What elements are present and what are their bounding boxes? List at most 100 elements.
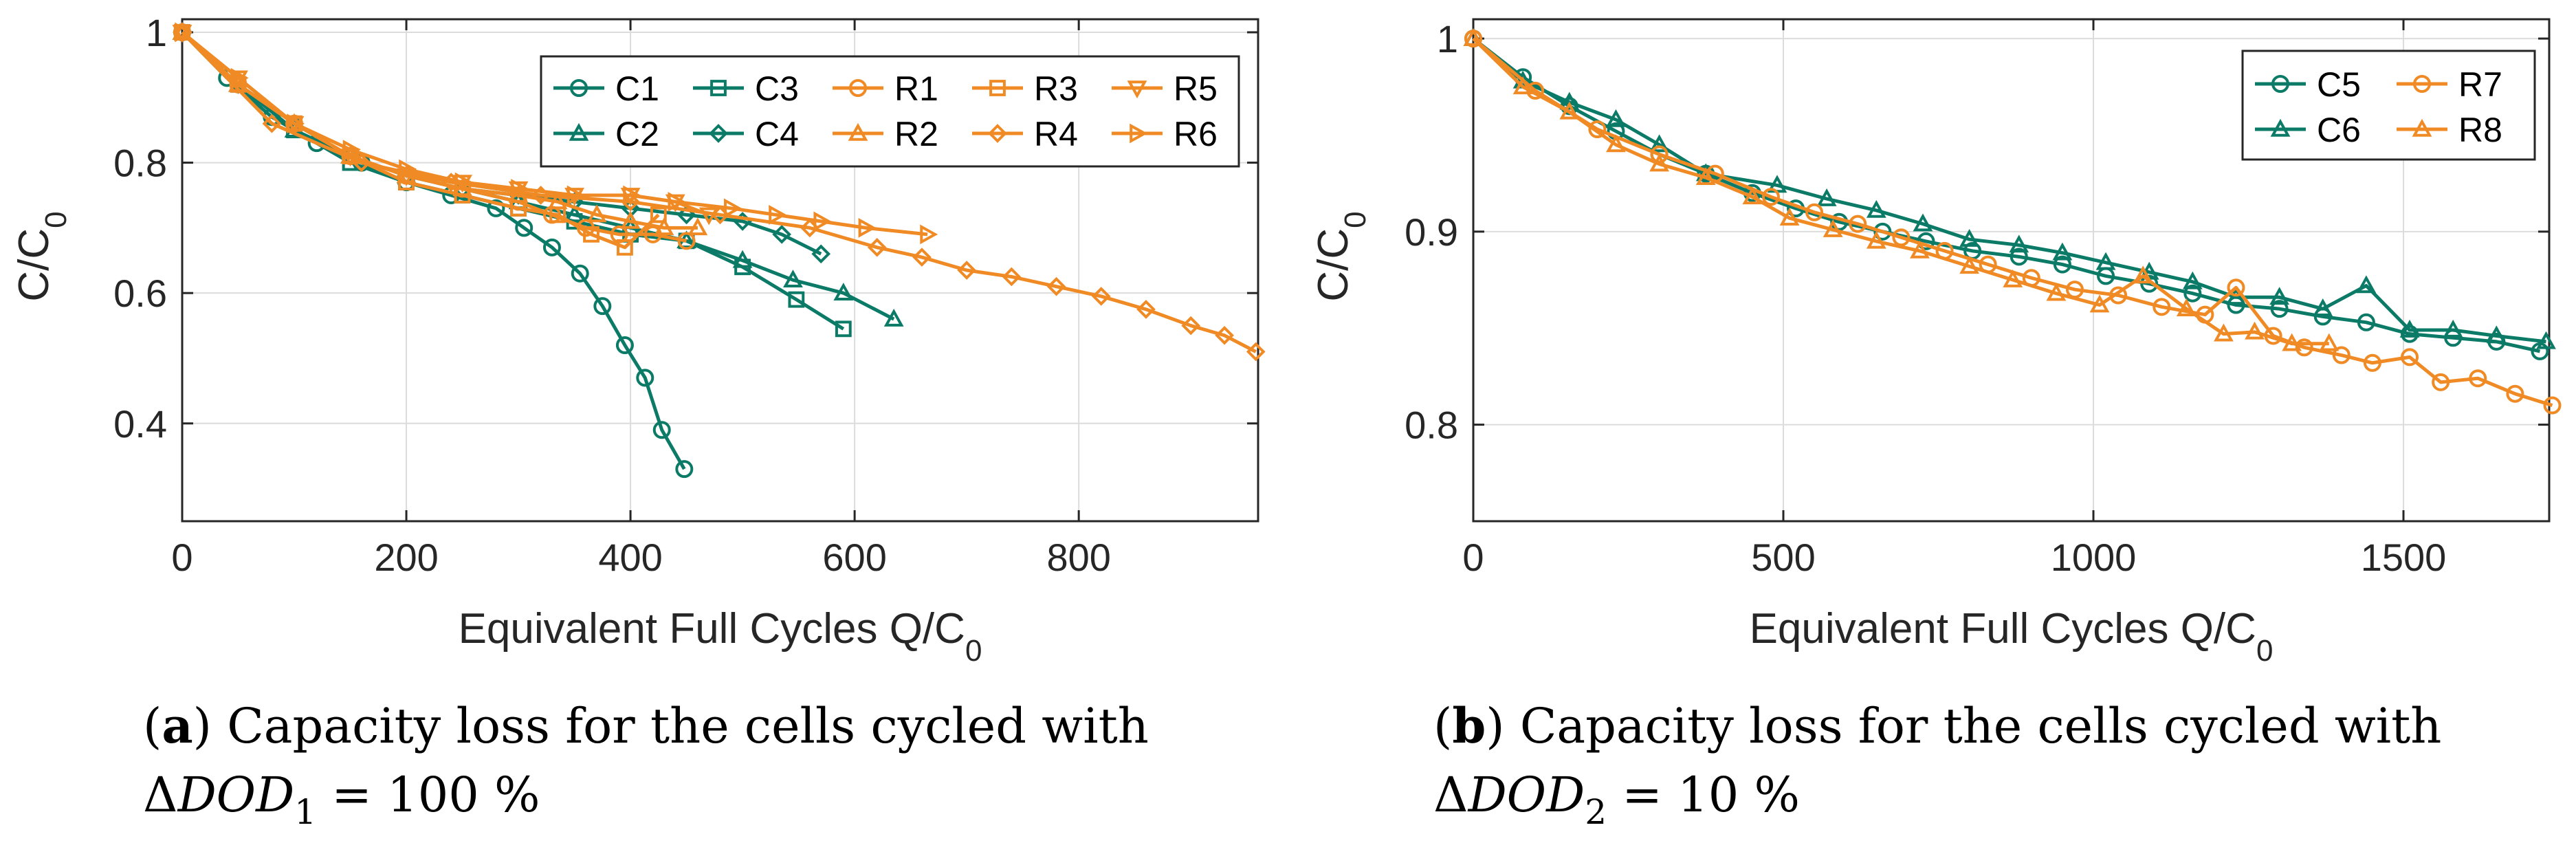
- legend-swatch-marker: [710, 80, 727, 96]
- data-point-R7: [1588, 120, 1607, 139]
- x-tick-label: 400: [598, 536, 662, 579]
- legend: C5 C6 R7 R8: [2241, 50, 2536, 161]
- x-tick-label: 0: [171, 536, 192, 579]
- legend-label: R6: [1174, 115, 1218, 153]
- legend-item-R2: R2: [833, 115, 938, 153]
- x-tick-label: 600: [822, 536, 886, 579]
- data-point-R3: [650, 206, 667, 223]
- data-point-R6: [175, 22, 193, 43]
- legend-box: [540, 55, 1240, 168]
- caption-delta: Δ: [1433, 767, 1468, 823]
- y-tick-label: 0.9: [1405, 210, 1458, 254]
- y-axis-label: C/C0: [10, 211, 73, 301]
- data-point-R3: [549, 206, 566, 223]
- legend-item-R3: R3: [972, 69, 1078, 108]
- data-point-C4: [772, 225, 791, 244]
- data-point-R2: [586, 204, 607, 223]
- data-point-C5: [2053, 255, 2071, 274]
- data-point-R8: [1649, 153, 1670, 172]
- data-point-C2: [883, 308, 904, 327]
- data-point-R6: [813, 211, 832, 232]
- caption-value: = 10 %: [1607, 767, 1800, 823]
- data-point-R6: [623, 185, 641, 206]
- data-point-C1: [571, 264, 589, 283]
- y-tick-label: 0.8: [1405, 404, 1458, 447]
- y-tick-label: 1: [146, 11, 167, 54]
- data-point-R7: [1761, 188, 1780, 206]
- data-point-R4: [1215, 325, 1234, 345]
- data-point-R4: [1136, 300, 1156, 319]
- legend-swatch-marker: [1127, 80, 1147, 99]
- data-point-R7: [1650, 145, 1669, 164]
- data-point-C1: [652, 421, 671, 439]
- data-point-R3: [617, 239, 633, 256]
- data-point-R7: [2401, 348, 2419, 366]
- legend-item-R6: R6: [1112, 115, 1218, 153]
- data-point-R7: [1892, 228, 1911, 247]
- legend-label: C4: [755, 115, 799, 153]
- data-point-R8: [1910, 240, 1930, 259]
- data-point-C5: [2357, 313, 2375, 331]
- legend-swatch-marker: [569, 122, 589, 141]
- caption-var-sub: 1: [294, 792, 316, 832]
- caption-paren-open: (: [1433, 698, 1452, 754]
- data-point-R6: [668, 192, 686, 212]
- x-axis-label: Equivalent Full Cycles Q/C0: [459, 605, 982, 668]
- caption-paren-close: ): [1486, 698, 1504, 754]
- series-R6: [175, 22, 938, 245]
- series-group: [1463, 28, 2562, 415]
- legend-swatch-marker: [709, 124, 728, 143]
- series-line-R6: [181, 31, 928, 237]
- data-point-R6: [287, 113, 305, 134]
- legend-item-R4: R4: [972, 115, 1078, 153]
- data-point-R5: [698, 207, 719, 226]
- x-tick-label: 1500: [2361, 536, 2447, 579]
- data-point-C6: [2182, 271, 2203, 289]
- data-point-R4: [262, 113, 282, 133]
- data-point-C5: [2270, 300, 2289, 318]
- data-point-R8: [2245, 321, 2265, 340]
- x-axis-label: Equivalent Full Cycles Q/C0: [1750, 605, 2274, 668]
- data-point-R4: [912, 248, 932, 267]
- x-axis: 0 500 1000 1500: [1462, 19, 2446, 579]
- data-point-R6: [230, 67, 249, 88]
- caption-value: = 100 %: [316, 767, 540, 823]
- data-point-C5: [1873, 222, 1892, 241]
- data-point-C3: [788, 291, 805, 308]
- x-axis-label-sub: 0: [2256, 634, 2273, 668]
- data-point-C2: [783, 270, 803, 288]
- y-axis-label-main: C/C: [10, 228, 58, 302]
- data-point-R8: [2003, 269, 2023, 287]
- y-axis: 0.8 0.9 1: [1405, 17, 2549, 447]
- data-point-R2: [620, 210, 641, 229]
- caption-var-sub: 2: [1585, 792, 1607, 832]
- caption-line-1: (b) Capacity loss for the cells cycled w…: [1433, 697, 2441, 754]
- y-axis-label-main: C/C: [1310, 228, 1357, 302]
- panel-a: 0 200 400 600 800 0.4 0.6 0.8 1 Equivalent Full C…: [10, 11, 1266, 832]
- caption-text: Capacity loss for the cells cycled with: [1505, 698, 2442, 754]
- caption-text: Capacity loss for the cells cycled with: [212, 698, 1149, 754]
- y-tick-label: 0.6: [113, 272, 167, 315]
- data-point-R2: [687, 217, 708, 236]
- data-point-C6: [2356, 275, 2377, 294]
- caption-tag: b: [1452, 697, 1486, 754]
- x-axis: 0 200 400 600 800: [171, 19, 1111, 579]
- data-point-R7: [1849, 215, 1867, 233]
- legend-label: R2: [894, 115, 938, 153]
- y-axis: 0.4 0.6 0.8 1: [113, 11, 1258, 446]
- legend-swatch-marker: [570, 79, 588, 97]
- data-point-C6: [1649, 134, 1670, 153]
- data-point-R8: [1742, 186, 1763, 205]
- legend-swatch-marker: [1130, 123, 1148, 144]
- data-point-C6: [2313, 298, 2333, 316]
- data-point-R7: [2432, 373, 2450, 391]
- data-point-R4: [1091, 287, 1111, 306]
- data-point-R8: [2176, 298, 2197, 316]
- data-point-R8: [2214, 323, 2234, 342]
- legend-item-R8: R8: [2397, 111, 2502, 149]
- data-point-C6: [2095, 252, 2116, 270]
- series-line-R8: [1472, 37, 2329, 346]
- legend-item-C4: C4: [693, 115, 799, 153]
- legend-item-C2: C2: [553, 115, 659, 153]
